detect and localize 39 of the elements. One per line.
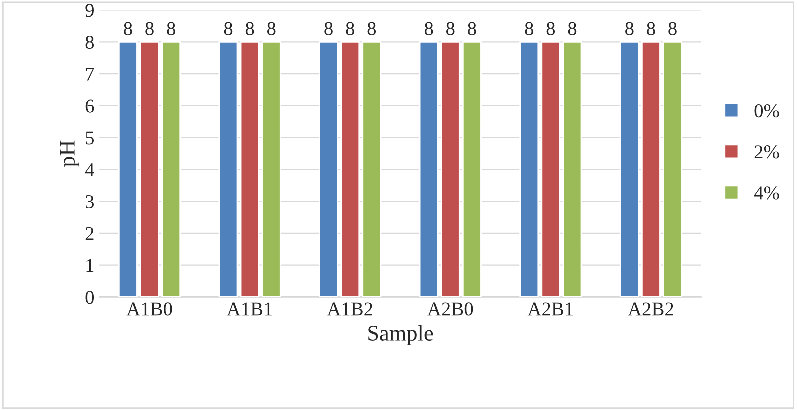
data-label: 8 xyxy=(246,22,254,36)
data-label: 8 xyxy=(268,22,276,36)
y-tick-label: 6 xyxy=(86,100,94,113)
y-axis-title: pH xyxy=(60,140,80,167)
data-label: 8 xyxy=(424,22,434,36)
x-tick-label: A1B0 xyxy=(126,302,172,316)
legend-label: 4% xyxy=(754,186,780,200)
data-label: 8 xyxy=(568,22,577,36)
y-tick-label: 9 xyxy=(86,4,94,18)
data-label: 8 xyxy=(668,22,677,36)
y-tick-label: 4 xyxy=(85,164,94,176)
data-label: 8 xyxy=(368,22,376,36)
data-label: 8 xyxy=(146,22,154,36)
y-tick-label: 8 xyxy=(86,36,94,50)
data-label: 8 xyxy=(346,22,354,36)
data-label: 8 xyxy=(224,22,233,36)
y-tick-label: 3 xyxy=(86,195,94,209)
x-tick-label: A1B2 xyxy=(327,302,373,316)
y-tick-label: 1 xyxy=(86,259,94,272)
data-label: 8 xyxy=(167,22,176,36)
data-label: 8 xyxy=(647,22,656,36)
data-label: 8 xyxy=(324,22,333,36)
x-axis-title: Sample xyxy=(368,325,434,346)
legend-label: 0% xyxy=(754,104,780,118)
x-tick-label: A2B2 xyxy=(628,302,674,316)
data-label: 8 xyxy=(468,22,476,36)
x-tick-label: A2B0 xyxy=(428,302,474,316)
y-tick-label: 2 xyxy=(86,227,94,240)
x-tick-label: A2B1 xyxy=(528,302,573,316)
data-label: 8 xyxy=(124,22,132,36)
data-label: 8 xyxy=(446,22,455,36)
x-tick-label: A1B1 xyxy=(227,302,272,316)
data-label: 8 xyxy=(525,22,534,36)
y-tick-label: 7 xyxy=(86,68,94,81)
data-label: 8 xyxy=(626,22,634,36)
y-tick-label: 0 xyxy=(86,291,94,304)
legend-label: 2% xyxy=(754,146,780,159)
y-tick-label: 5 xyxy=(86,132,94,145)
data-label: 8 xyxy=(546,22,556,36)
